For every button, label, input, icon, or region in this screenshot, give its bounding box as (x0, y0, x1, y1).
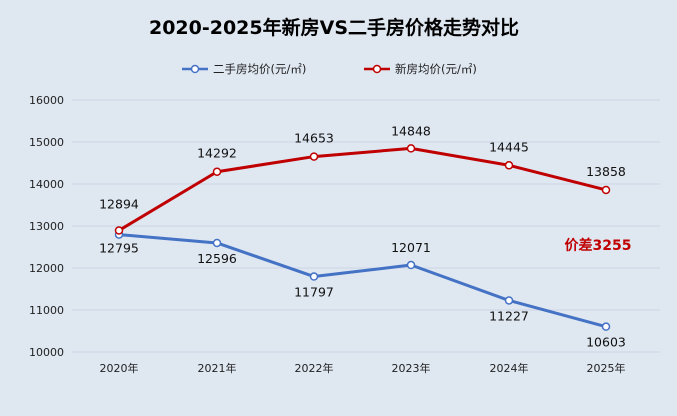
data-label: 13858 (586, 164, 626, 179)
series-line (118, 146, 607, 232)
series-0: 12795 12596 11797 12071 11227 10603 (99, 230, 626, 350)
y-tick-label: 12000 (29, 262, 64, 275)
legend-label: 新房均价(元/㎡) (395, 62, 477, 76)
data-label: 14445 (489, 139, 529, 154)
data-point (504, 296, 514, 305)
series-1: 12894 14292 14653 14848 14445 13858 (99, 123, 626, 235)
data-label: 11797 (294, 285, 334, 300)
annotations: 价差3255 (565, 237, 632, 254)
data-label: 12596 (197, 251, 237, 266)
x-tick-label: 2021年 (198, 361, 237, 375)
data-point (212, 238, 222, 248)
data-point (601, 322, 611, 331)
x-tick-label: 2024年 (490, 361, 529, 375)
x-axis: 2020年 2021年 2022年 2023年 2024年 2025年 (100, 361, 626, 375)
price-gap-annotation: 价差3255 (565, 237, 632, 254)
data-label: 14848 (391, 123, 431, 138)
y-tick-label: 14000 (29, 178, 64, 191)
y-tick-label: 15000 (29, 136, 64, 149)
data-label: 12894 (99, 196, 139, 211)
data-point (406, 144, 416, 153)
series-line (118, 233, 607, 329)
chart-title: 2020-2025年新房VS二手房价格走势对比 (149, 16, 519, 39)
gridlines (72, 99, 660, 353)
legend-label: 二手房均价(元/㎡) (213, 62, 306, 76)
data-label: 14292 (197, 146, 237, 161)
legend-marker (190, 64, 200, 74)
legend-marker (372, 64, 382, 74)
x-tick-label: 2020年 (100, 361, 139, 375)
data-point (504, 161, 514, 170)
y-tick-label: 11000 (29, 304, 64, 317)
y-tick-label: 10000 (29, 346, 64, 359)
legend-item: 二手房均价(元/㎡) (182, 62, 306, 76)
x-tick-label: 2022年 (295, 361, 334, 375)
series-group: 12795 12596 11797 12071 11227 10603 12894 14292… (99, 123, 626, 349)
data-point (212, 167, 222, 176)
y-tick-label: 16000 (29, 94, 64, 107)
data-point (406, 260, 416, 270)
data-point (309, 152, 319, 161)
legend: 二手房均价(元/㎡) 新房均价(元/㎡) (182, 62, 477, 76)
x-tick-label: 2025年 (587, 361, 626, 375)
x-tick-label: 2023年 (392, 361, 431, 375)
data-point (114, 226, 124, 235)
data-point (309, 272, 319, 281)
data-label: 14653 (294, 131, 334, 146)
data-label: 10603 (586, 335, 626, 350)
data-label: 11227 (489, 308, 529, 323)
data-point (601, 185, 611, 195)
data-label: 12071 (391, 240, 431, 255)
y-tick-label: 13000 (29, 220, 64, 233)
y-axis: 10000 11000 12000 13000 14000 15000 16000 (29, 94, 64, 359)
legend-item: 新房均价(元/㎡) (364, 62, 477, 76)
data-label: 12795 (99, 241, 139, 256)
